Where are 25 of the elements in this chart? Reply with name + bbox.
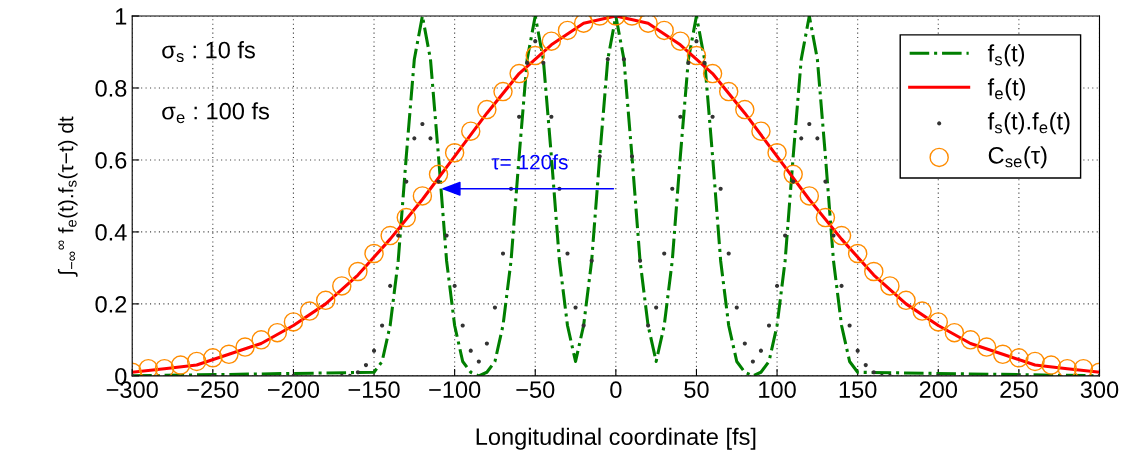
x-axis-title: Longitudinal coordinate [fs]	[476, 427, 756, 450]
annotation: σ$_{s}$ : 10 fs	[162, 41, 255, 63]
x-tick-label: −100	[429, 381, 481, 399]
legend-label: C$_{se}$(τ)	[988, 146, 1047, 169]
x-tick-label: 50	[684, 381, 709, 399]
legend-label: f$_{s}$(t)	[987, 44, 1025, 67]
legend-label: f$_{s}$(t).f$_{e}$(t)	[987, 112, 1070, 135]
x-tick-label: 100	[759, 381, 796, 399]
y-axis-title: ∫$_{−∞}$$^{∞}$ f$_{e}$(t).f$_{s}$(τ−t) dt	[57, 116, 78, 277]
x-tick-label: −50	[516, 381, 555, 399]
x-tick-label: 0	[610, 381, 622, 399]
x-tick-label: −250	[187, 381, 239, 399]
y-tick-label: 0.8	[95, 80, 127, 97]
y-tick-label: 0.2	[95, 295, 127, 313]
x-tick-label: 300	[1080, 381, 1119, 399]
y-tick-label: 0.6	[95, 152, 127, 169]
x-tick-label: 200	[919, 381, 958, 399]
x-tick-label: 250	[1000, 381, 1038, 399]
x-tick-label: −150	[348, 381, 400, 399]
legend-label: f$_{e}$(t)	[987, 78, 1025, 101]
y-tick-label: 0.4	[95, 223, 127, 241]
x-tick-label: −200	[268, 381, 320, 399]
y-tick-label: 1	[116, 8, 127, 25]
annotation: σ$_{e}$ : 100 fs	[162, 102, 269, 124]
x-tick-label: 150	[839, 381, 877, 399]
